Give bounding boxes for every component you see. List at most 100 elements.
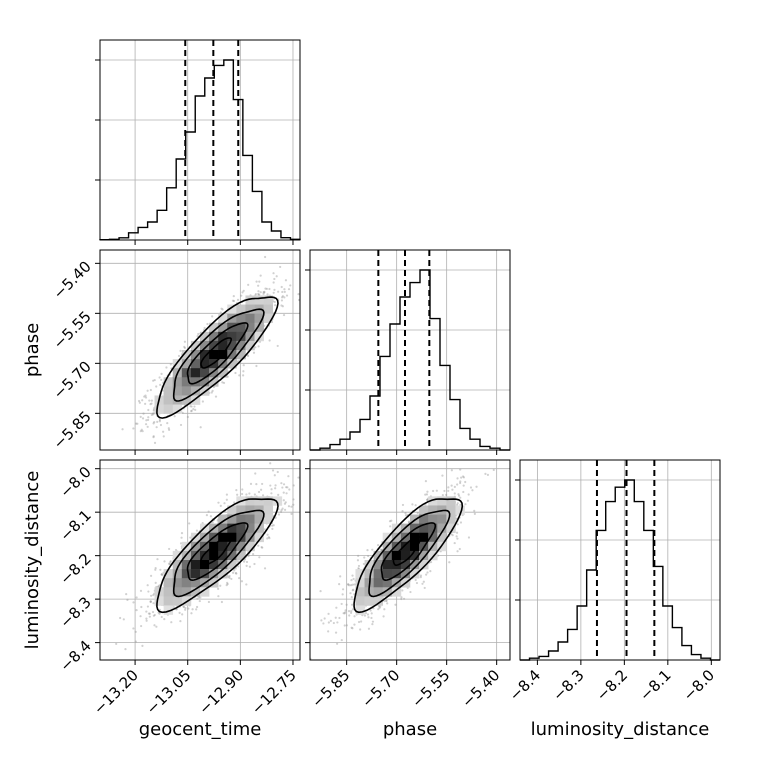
scatter-point <box>473 512 476 515</box>
scatter-point <box>379 548 382 551</box>
scatter-point <box>285 492 288 495</box>
scatter-point <box>350 626 353 629</box>
density-cell <box>163 569 174 579</box>
scatter-point <box>145 617 148 620</box>
scatter-point <box>160 372 163 375</box>
scatter-point <box>199 426 202 429</box>
density-cell <box>263 505 274 515</box>
scatter-point <box>287 505 291 508</box>
scatter-point <box>158 418 161 421</box>
scatter-point <box>274 516 277 519</box>
scatter-point <box>319 590 322 593</box>
scatter-point <box>147 612 151 615</box>
scatter-point <box>145 619 148 622</box>
scatter-point <box>152 379 155 382</box>
scatter-point <box>159 383 162 386</box>
scatter-point <box>259 291 262 294</box>
density-cell <box>245 295 255 305</box>
scatter-point <box>357 620 361 624</box>
scatter-point <box>287 288 291 291</box>
contour-level-2 <box>368 509 451 598</box>
scatter-point <box>203 326 206 330</box>
scatter-point <box>344 611 347 614</box>
density-cell <box>391 550 402 561</box>
density-cell <box>419 550 429 561</box>
scatter-point <box>426 498 429 501</box>
scatter-point <box>284 501 287 504</box>
scatter-point <box>242 370 245 373</box>
scatter-point <box>257 292 260 295</box>
scatter-point <box>190 409 193 412</box>
scatter-point <box>158 376 161 379</box>
scatter-point <box>426 571 429 574</box>
scatter-point <box>273 288 276 291</box>
density-cell <box>355 578 365 588</box>
density-cell <box>373 596 384 606</box>
density-cell <box>209 560 219 570</box>
scatter-point <box>281 290 284 294</box>
scatter-point <box>411 503 414 506</box>
scatter-point <box>253 562 256 566</box>
scatter-point <box>235 572 238 575</box>
density-cell <box>190 386 201 396</box>
scatter-point <box>144 394 147 397</box>
density-cell <box>446 496 456 506</box>
scatter-point <box>139 430 142 433</box>
density-cell <box>190 578 201 588</box>
scatter-point <box>230 577 233 581</box>
scatter-point <box>189 536 192 539</box>
scatter-point <box>257 544 260 547</box>
scatter-point <box>252 351 256 354</box>
scatter-point <box>486 473 490 476</box>
scatter-point <box>273 277 276 281</box>
scatter-point <box>220 600 224 604</box>
scatter-point <box>140 624 143 628</box>
scatter-point <box>274 484 277 487</box>
density-cell <box>190 569 201 579</box>
scatter-point <box>232 295 235 298</box>
scatter-point <box>192 408 195 411</box>
scatter-point <box>281 305 284 308</box>
density-cell <box>391 569 402 579</box>
scatter-point <box>351 608 355 611</box>
scatter-point <box>258 340 262 343</box>
density-cell <box>227 331 237 342</box>
scatter-point <box>246 354 250 358</box>
density-cell <box>245 505 255 515</box>
density-cell <box>373 587 384 597</box>
scatter-point <box>292 484 295 487</box>
density-cell <box>236 532 246 543</box>
density-cell <box>190 560 201 570</box>
scatter-point <box>255 280 258 283</box>
scatter-point <box>214 395 218 398</box>
scatter-point <box>149 574 153 577</box>
scatter-point <box>149 600 152 603</box>
scatter-point <box>351 589 354 592</box>
scatter-point <box>162 435 165 438</box>
density-cell <box>245 514 255 524</box>
scatter-point <box>348 584 351 587</box>
scatter-point <box>457 493 460 496</box>
scatter-point <box>150 402 153 405</box>
scatter-point <box>267 536 270 539</box>
scatter-point <box>238 374 241 377</box>
scatter-point <box>340 638 343 642</box>
scatter-point <box>138 401 141 404</box>
scatter-point <box>276 470 279 474</box>
scatter-point <box>266 537 269 540</box>
scatter-point <box>271 469 275 472</box>
density-cell <box>263 514 274 524</box>
density-cell <box>428 550 438 561</box>
density-cell <box>172 587 183 597</box>
density-cell <box>181 359 192 369</box>
scatter-point <box>297 293 300 296</box>
density-cell <box>181 587 192 597</box>
density-cell <box>209 331 219 342</box>
density-cell <box>437 514 447 524</box>
density-cell <box>373 578 384 588</box>
scatter-point <box>289 284 292 287</box>
scatter-point <box>459 480 462 483</box>
scatter-point <box>462 484 465 487</box>
scatter-point <box>400 597 403 601</box>
scatter-point <box>459 503 462 506</box>
